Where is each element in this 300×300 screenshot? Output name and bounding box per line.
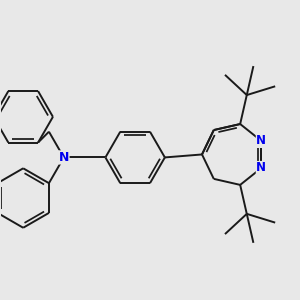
- Text: N: N: [58, 151, 69, 164]
- Text: N: N: [256, 161, 266, 175]
- Text: N: N: [256, 134, 266, 147]
